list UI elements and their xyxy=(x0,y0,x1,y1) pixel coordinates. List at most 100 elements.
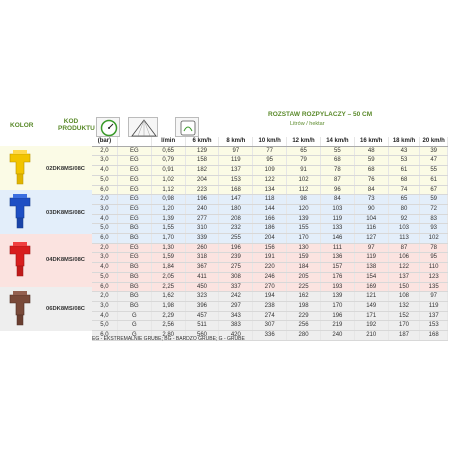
table-cell: 274 xyxy=(252,311,288,322)
table-cell: 323 xyxy=(185,291,220,302)
table-header-row: (bar) l/min 6 km/h 8 km/h 10 km/h 12 km/h 14 k… xyxy=(92,137,448,147)
column-header: 16 km/h xyxy=(354,137,389,147)
table-cell: 39 xyxy=(419,146,448,157)
column-header: l/min xyxy=(151,137,186,147)
column-header: 20 km/h xyxy=(419,137,448,147)
table-cell: 90 xyxy=(354,204,389,215)
table-cell: 144 xyxy=(252,204,288,215)
table-cell: 129 xyxy=(185,146,220,157)
table-cell: 420 xyxy=(218,330,254,341)
table-cell: 168 xyxy=(419,330,448,341)
table-cell: 68 xyxy=(388,175,421,186)
table-cell: 156 xyxy=(252,243,288,254)
table-cell: 2,0 xyxy=(92,291,118,302)
table-row: 6,0 G 2,80 560 420 336 280 240 210 187 168 xyxy=(92,330,448,341)
table-cell: BG xyxy=(117,233,152,244)
table-cell: 110 xyxy=(419,262,448,273)
table-cell: 1,62 xyxy=(151,291,186,302)
table-cell: 103 xyxy=(320,204,355,215)
table-cell: 139 xyxy=(320,291,355,302)
table-cell: 79 xyxy=(286,155,321,167)
table-cell: 119 xyxy=(419,301,448,312)
table-cell: BG xyxy=(117,301,152,312)
table-cell: 3,0 xyxy=(92,301,118,312)
table-cell: 93 xyxy=(419,223,448,235)
table-cell: G xyxy=(117,320,152,332)
table-cell: 98 xyxy=(286,194,321,205)
table-cell: 210 xyxy=(354,330,389,341)
column-header: 6 km/h xyxy=(185,137,220,147)
table-row: 2,0 EG 0,98 196 147 118 98 84 73 65 59 xyxy=(92,194,448,205)
table-cell: EG xyxy=(117,185,152,196)
table-cell: 55 xyxy=(320,146,355,157)
table-cell: 220 xyxy=(252,262,288,273)
table-cell: 83 xyxy=(419,214,448,225)
table-cell: 4,0 xyxy=(92,214,118,225)
table-cell: EG xyxy=(117,204,152,215)
table-cell: 111 xyxy=(320,243,355,254)
table-cell: EG xyxy=(117,194,152,205)
table-cell: 5,0 xyxy=(92,223,118,235)
table-cell: 208 xyxy=(218,214,254,225)
table-cell: 78 xyxy=(419,243,448,254)
table-cell: 137 xyxy=(218,165,254,176)
table-cell: 166 xyxy=(252,214,288,225)
table-cell: 1,84 xyxy=(151,262,186,273)
table-cell: 205 xyxy=(286,272,321,283)
table-cell: 78 xyxy=(320,165,355,176)
table-cell: 68 xyxy=(320,155,355,167)
table-cell: 146 xyxy=(320,233,355,244)
table-cell: 68 xyxy=(354,165,389,176)
product-code-0: 02DK8MS/08C xyxy=(46,166,85,172)
table-cell: 170 xyxy=(320,301,355,312)
table-row: 4,0 EG 1,39 277 208 166 139 119 104 92 83 xyxy=(92,214,448,225)
table-cell: 1,02 xyxy=(151,175,186,186)
table-cell: 307 xyxy=(252,320,288,332)
table-cell: 3,0 xyxy=(92,155,118,167)
table-cell: 121 xyxy=(354,291,389,302)
table-cell: 457 xyxy=(185,311,220,322)
table-cell: 238 xyxy=(252,301,288,312)
table-cell: EG xyxy=(117,214,152,225)
table-cell: 242 xyxy=(218,291,254,302)
table-cell: 184 xyxy=(286,262,321,273)
table-cell: 65 xyxy=(388,194,421,205)
table-cell: 6,0 xyxy=(92,185,118,196)
table-cell: 91 xyxy=(286,165,321,176)
table-cell: 96 xyxy=(320,185,355,196)
table-cell: 198 xyxy=(286,301,321,312)
table-cell: 0,79 xyxy=(151,155,186,167)
table-cell: 104 xyxy=(354,214,389,225)
nozzle-blue-image xyxy=(6,192,34,232)
table-cell: EG xyxy=(117,175,152,186)
table-cell: 135 xyxy=(419,282,448,293)
table-cell: 162 xyxy=(286,291,321,302)
table-cell: 87 xyxy=(320,175,355,186)
column-header: 8 km/h xyxy=(218,137,254,147)
header-kolor: KOLOR xyxy=(10,122,34,129)
table-cell: EG xyxy=(117,146,152,157)
table-cell: 196 xyxy=(185,194,220,205)
table-cell: 5,0 xyxy=(92,272,118,283)
table-cell: 84 xyxy=(320,194,355,205)
table-cell: 4,0 xyxy=(92,262,118,273)
table-cell: 308 xyxy=(218,272,254,283)
table-cell: 194 xyxy=(252,291,288,302)
table-cell: 155 xyxy=(286,223,321,235)
column-header: 18 km/h xyxy=(388,137,421,147)
table-row: 6,0 BG 2,25 450 337 270 225 193 169 150 135 xyxy=(92,282,448,293)
table-cell: 77 xyxy=(252,146,288,157)
table-cell: 150 xyxy=(388,282,421,293)
table-cell: 65 xyxy=(286,146,321,157)
table-cell: 169 xyxy=(354,282,389,293)
table-cell: BG xyxy=(117,272,152,283)
table-cell: 219 xyxy=(320,320,355,332)
table-cell: 87 xyxy=(388,243,421,254)
table-cell: 103 xyxy=(388,223,421,235)
product-code-3: 06DK8MS/08C xyxy=(46,306,85,312)
table-cell: 310 xyxy=(185,223,220,235)
table-cell: 2,0 xyxy=(92,146,118,157)
table-cell: 246 xyxy=(252,272,288,283)
table-cell: 53 xyxy=(388,155,421,167)
header-unit: Litrów / hektar xyxy=(290,121,325,127)
